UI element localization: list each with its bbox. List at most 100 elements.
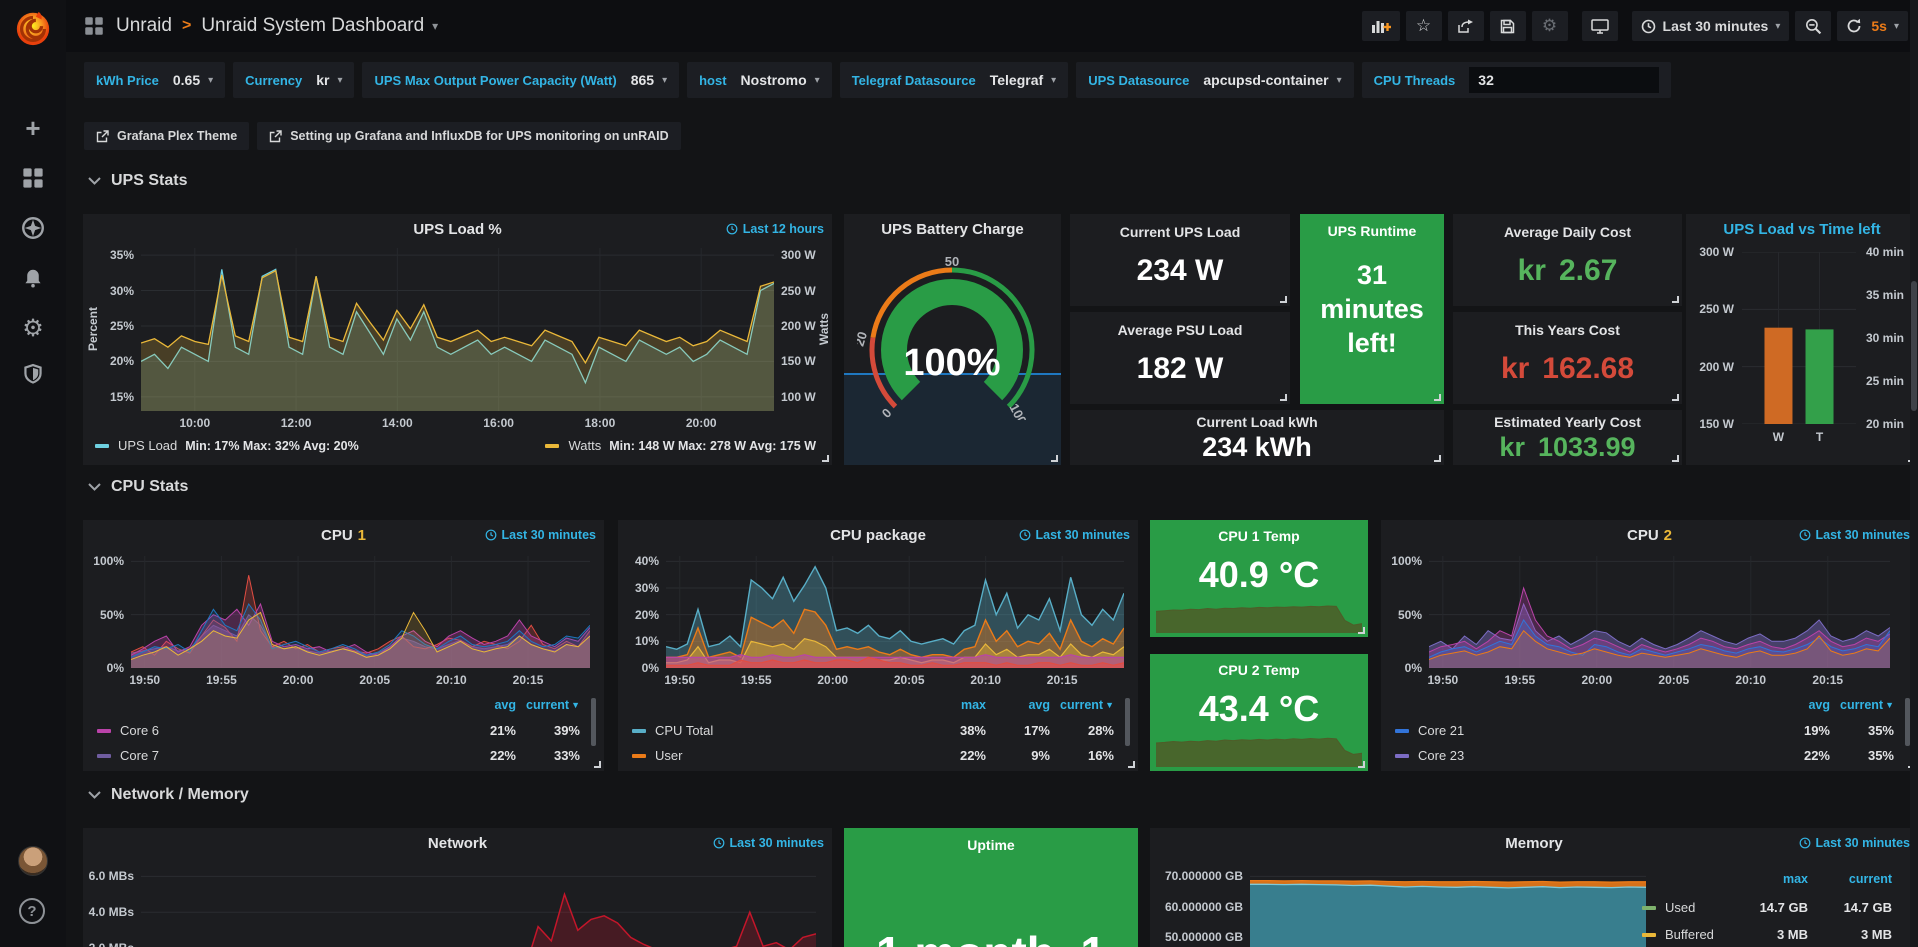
panel-title[interactable]: UPS Load % — [413, 221, 502, 238]
section-network-memory[interactable]: Network / Memory — [88, 786, 249, 804]
panel-resize-handle[interactable] — [1280, 394, 1287, 401]
apps-grid-icon[interactable] — [84, 16, 104, 36]
stat-value: kr 162.68 — [1500, 352, 1635, 385]
zoom-out-time-button[interactable] — [1795, 11, 1832, 41]
panel-resize-handle[interactable] — [1128, 761, 1135, 768]
cpu2-chart[interactable] — [1429, 556, 1890, 668]
variable-ups-max-output[interactable]: UPS Max Output Power Capacity (Watt) 865 ▾ — [362, 62, 680, 98]
add-panel-button[interactable] — [1361, 11, 1400, 41]
panel-time-override[interactable]: Last 30 minutes — [485, 528, 596, 542]
help-button[interactable]: ? — [19, 898, 45, 924]
section-cpu-stats[interactable]: CPU Stats — [88, 478, 188, 496]
chevron-down-icon: ▾ — [1336, 74, 1342, 86]
dashboard-settings-button[interactable]: ⚙ — [1531, 11, 1568, 41]
refresh-picker[interactable]: 5s ▾ — [1837, 11, 1908, 41]
panel-cpu-2-temp: CPU 2 Temp 43.4 °C — [1150, 654, 1368, 771]
panel-title-link[interactable]: UPS Load vs Time left — [1723, 221, 1881, 238]
ups-load-time-bar-chart[interactable] — [1742, 252, 1856, 424]
user-avatar[interactable] — [18, 846, 48, 876]
stat-title[interactable]: Estimated Yearly Cost — [1494, 414, 1641, 430]
panel-title[interactable]: CPU 1 — [320, 527, 366, 544]
stat-title[interactable]: CPU 1 Temp — [1218, 528, 1300, 544]
chevron-down-icon: ▾ — [1775, 20, 1781, 32]
panel-title[interactable]: CPU package — [830, 527, 926, 544]
panel-time-override[interactable]: Last 12 hours — [726, 222, 824, 236]
sidebar-server-admin-button[interactable] — [0, 354, 66, 394]
panel-resize-handle[interactable] — [822, 455, 829, 462]
sort-caret-icon: ▼ — [1885, 700, 1894, 710]
save-dashboard-button[interactable] — [1489, 11, 1526, 41]
legend-header: max avg current ▼ — [960, 698, 1114, 712]
share-dashboard-button[interactable] — [1447, 11, 1484, 41]
panel-time-override[interactable]: Last 30 minutes — [713, 836, 824, 850]
cpu2-temp-sparkline — [1156, 731, 1362, 767]
page-scrollbar-track[interactable] — [1910, 0, 1918, 947]
variable-telegraf-datasource[interactable]: Telegraf Datasource Telegraf ▾ — [839, 62, 1069, 98]
axis-tick-label: 150 W — [781, 354, 816, 369]
panel-title[interactable]: Network — [427, 835, 488, 852]
cpu-package-chart[interactable] — [666, 556, 1124, 668]
grafana-logo-icon[interactable] — [14, 8, 52, 48]
svg-text:50: 50 — [945, 254, 959, 269]
network-chart[interactable] — [141, 862, 816, 947]
cpu1-chart[interactable] — [131, 556, 590, 668]
panel-cpu-package: CPU package Last 30 minutes max avg curr… — [618, 520, 1138, 771]
variable-ups-datasource[interactable]: UPS Datasource apcupsd-container ▾ — [1076, 62, 1354, 98]
variable-kwh-price[interactable]: kWh Price 0.65 ▾ — [84, 62, 226, 98]
panel-time-override[interactable]: Last 30 minutes — [1799, 836, 1910, 850]
panel-resize-handle[interactable] — [1280, 296, 1287, 303]
panel-resize-handle[interactable] — [594, 761, 601, 768]
time-range-picker[interactable]: Last 30 minutes ▾ — [1631, 11, 1790, 41]
panel-resize-handle[interactable] — [1051, 455, 1058, 462]
chevron-down-icon: ▾ — [662, 74, 668, 86]
panel-resize-handle[interactable] — [1358, 627, 1365, 634]
cpu-threads-input[interactable] — [1469, 67, 1660, 93]
ups-load-chart[interactable] — [141, 248, 774, 411]
section-ups-stats[interactable]: UPS Stats — [88, 172, 187, 190]
panel-title[interactable]: Memory — [1505, 835, 1563, 852]
legend-scrollbar[interactable] — [591, 698, 596, 746]
panel-time-override[interactable]: Last 30 minutes — [1799, 528, 1910, 542]
stat-title[interactable]: UPS Runtime — [1327, 223, 1417, 239]
link-grafana-plex-theme[interactable]: Grafana Plex Theme — [84, 122, 250, 150]
panel-resize-handle[interactable] — [1434, 455, 1441, 462]
stat-title[interactable]: Current UPS Load — [1119, 224, 1241, 240]
stat-title[interactable]: Average PSU Load — [1117, 322, 1243, 338]
sidebar-dashboards-button[interactable] — [0, 158, 66, 198]
panel-resize-handle[interactable] — [1672, 455, 1679, 462]
stat-title[interactable]: Uptime — [967, 837, 1015, 853]
stat-title[interactable]: Current Load kWh — [1196, 414, 1318, 430]
sidebar-create-button[interactable]: + — [0, 108, 66, 148]
axis-tick-label: 25 min — [1866, 374, 1905, 388]
axis-tick-label: 70.000000 GB — [1164, 869, 1243, 884]
stat-title[interactable]: Average Daily Cost — [1503, 224, 1632, 240]
sidebar-explore-button[interactable] — [0, 208, 66, 248]
panel-title[interactable]: UPS Battery Charge — [881, 221, 1024, 238]
page-scrollbar-thumb[interactable] — [1911, 281, 1917, 411]
star-dashboard-button[interactable]: ☆ — [1405, 11, 1442, 41]
axis-tick-label: 19:50 — [129, 673, 161, 687]
chevron-down-icon[interactable]: ▾ — [432, 19, 439, 33]
memory-chart[interactable] — [1250, 862, 1646, 947]
cycle-view-mode-button[interactable] — [1581, 11, 1618, 41]
stat-title[interactable]: This Years Cost — [1515, 322, 1620, 338]
panel-title[interactable]: CPU 2 — [1626, 527, 1672, 544]
sidebar-alerting-button[interactable] — [0, 258, 66, 298]
panel-resize-handle[interactable] — [1672, 296, 1679, 303]
link-ups-monitoring-guide[interactable]: Setting up Grafana and InfluxDB for UPS … — [257, 122, 681, 150]
panel-resize-handle[interactable] — [1672, 394, 1679, 401]
svg-text:0: 0 — [879, 405, 895, 420]
legend-scrollbar[interactable] — [1905, 698, 1910, 746]
variable-currency[interactable]: Currency kr ▾ — [233, 62, 355, 98]
breadcrumb-dashboard-title[interactable]: Unraid System Dashboard — [201, 15, 425, 36]
sidebar-configuration-button[interactable]: ⚙ — [0, 308, 66, 348]
panel-resize-handle[interactable] — [1358, 761, 1365, 768]
variable-host[interactable]: host Nostromo ▾ — [687, 62, 832, 98]
breadcrumb-folder[interactable]: Unraid — [116, 15, 172, 36]
panel-resize-handle[interactable] — [1434, 394, 1441, 401]
battery-gauge[interactable]: 0 20 50 100 100% — [857, 250, 1047, 420]
panel-time-override[interactable]: Last 30 minutes — [1019, 528, 1130, 542]
legend-scrollbar[interactable] — [1125, 698, 1130, 746]
stat-title[interactable]: CPU 2 Temp — [1218, 662, 1300, 678]
chevron-down-icon: ▾ — [1051, 74, 1057, 86]
